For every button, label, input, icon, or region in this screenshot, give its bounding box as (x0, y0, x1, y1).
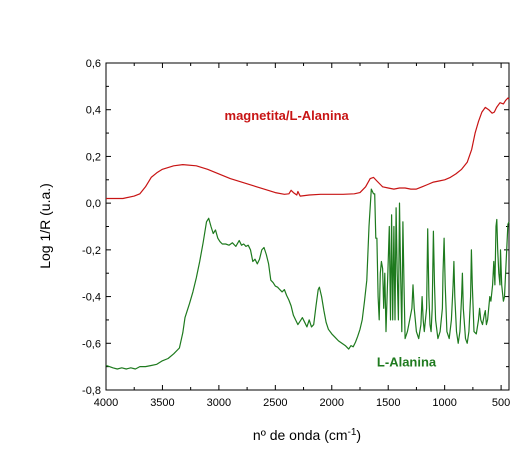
y-tick-label: -0,2 (82, 245, 101, 257)
y-tick-label: 0,6 (86, 58, 101, 70)
x-tick-label: 500 (492, 397, 510, 409)
x-axis-title-close: ) (356, 427, 361, 443)
x-tick-label: 3500 (150, 397, 174, 409)
x-tick-label: 2500 (263, 397, 287, 409)
x-tick-label: 4000 (94, 397, 118, 409)
y-tick-label: 0,4 (86, 105, 101, 117)
x-axis-ticks: 4000 3500 3000 2500 2000 1500 1000 500 (94, 63, 510, 409)
y-tick-label: 0,0 (86, 198, 101, 210)
y-tick-label: -0,4 (82, 292, 101, 304)
series-annotation: L-Alanina (377, 355, 437, 370)
x-tick-label: 1500 (376, 397, 400, 409)
series-annotation: magnetita/L-Alanina (225, 108, 350, 123)
x-tick-label: 3000 (207, 397, 231, 409)
x-axis-title-superscript: -1 (348, 427, 357, 438)
series-line-l-alanina (105, 188, 510, 370)
x-axis-title: nº de onda (cm-1) (253, 427, 361, 443)
series-layer (105, 97, 510, 370)
y-tick-label: -0,6 (82, 338, 101, 350)
x-tick-label: 1000 (432, 397, 456, 409)
x-tick-label: 2000 (320, 397, 344, 409)
series-line-magnetita-l-alanina (106, 97, 510, 200)
y-tick-label: -0,8 (82, 385, 101, 397)
y-tick-label: 0,2 (86, 151, 101, 163)
x-axis-title-main: nº de onda (cm (253, 427, 348, 443)
annotation-layer: magnetita/L-Alanina L-Alanina (225, 108, 437, 369)
y-axis-title: Log 1/R (u.a.) (37, 183, 53, 269)
y-axis-ticks: -0,8 -0,6 -0,4 -0,2 0,0 0,2 0,4 0,6 (82, 58, 509, 397)
